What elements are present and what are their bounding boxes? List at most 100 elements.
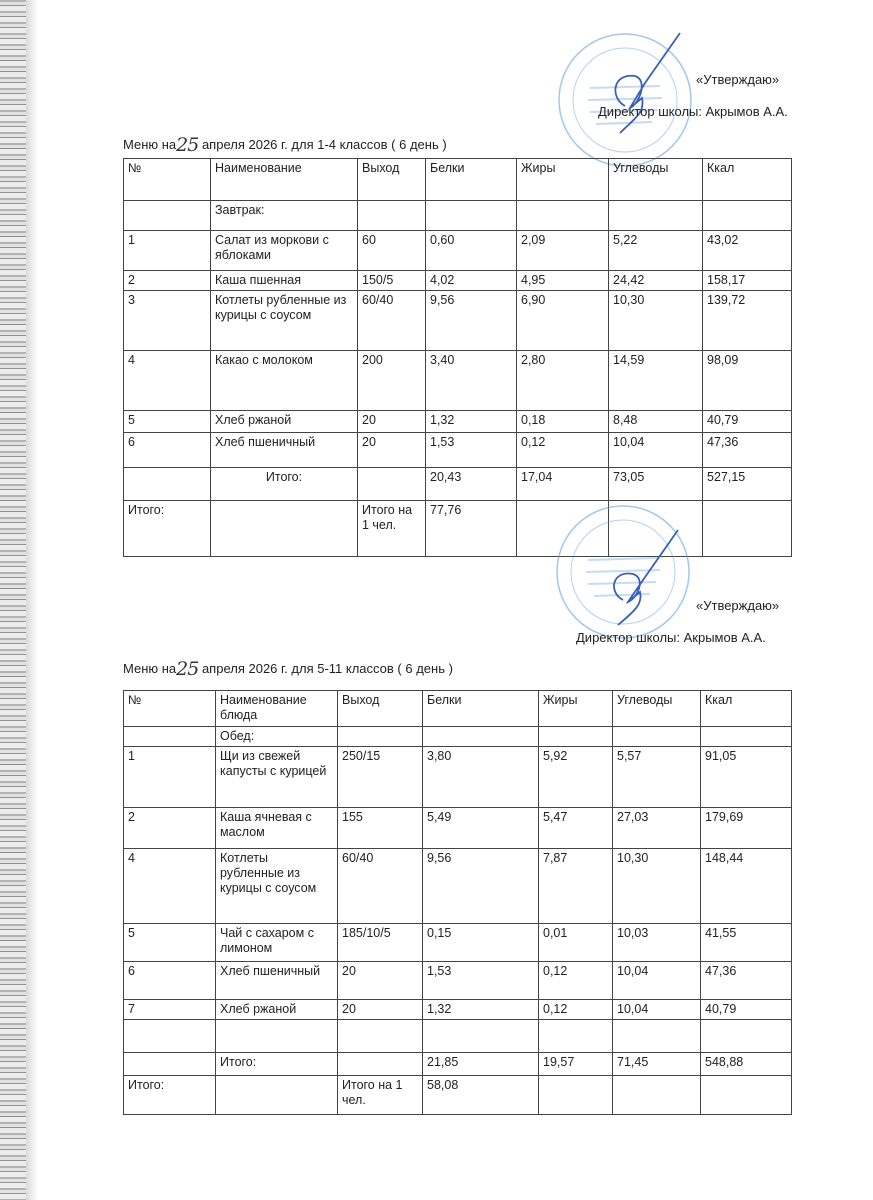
table-cell: 1,32: [422, 999, 539, 1020]
table-cell: [516, 500, 609, 557]
table-cell: 5,92: [538, 746, 613, 808]
column-header: Жиры: [538, 690, 613, 727]
table-row: 1 Щи из свежей капусты с курицей 250/15 3,8…: [123, 746, 792, 808]
table-row: 6 Хлеб пшеничный 20 1,53 0,12 10,04 47,36: [123, 432, 792, 468]
table-cell: Итого:: [210, 467, 358, 501]
table-cell: [357, 467, 426, 501]
table-cell: 47,36: [702, 432, 792, 468]
handwritten-day: 25: [176, 134, 199, 156]
menu-title: Меню на25 апреля 2026 г. для 1-4 классов…: [123, 132, 447, 156]
table-cell: Итого на 1 чел.: [357, 500, 426, 557]
table-cell: 0,60: [425, 230, 517, 271]
table-cell: [123, 1052, 216, 1076]
table-row: 2 Каша пшенная 150/5 4,02 4,95 24,42 158,17: [123, 270, 792, 291]
menu-title: Меню на25 апреля 2026 г. для 5-11 классо…: [123, 656, 453, 680]
table-cell: [612, 1075, 701, 1115]
table-cell: Завтрак:: [210, 200, 358, 231]
table-cell: Каша пшенная: [210, 270, 358, 291]
table-header-row: № Наименование блюда Выход Белки Жиры Углевод…: [123, 690, 792, 727]
column-header: Наименование блюда: [215, 690, 338, 727]
column-header: Ккал: [700, 690, 792, 727]
table-cell: 1,32: [425, 410, 517, 433]
table-row: Завтрак:: [123, 200, 792, 231]
table-cell: Чай с сахаром с лимоном: [215, 923, 338, 962]
table-cell: 20: [357, 410, 426, 433]
table-cell: [700, 1075, 792, 1115]
column-header: Углеводы: [612, 690, 701, 727]
table-cell: 41,55: [700, 923, 792, 962]
title-suffix: апреля 2026 г. для 5-11 классов ( 6 день…: [198, 661, 453, 676]
table-cell: 27,03: [612, 807, 701, 849]
table-cell: 155: [337, 807, 423, 849]
table-cell: 60/40: [337, 848, 423, 924]
director-line: Директор школы: Акрымов А.А.: [598, 104, 788, 119]
approval-label: «Утверждаю»: [696, 72, 780, 87]
table-cell: Итого на 1 чел.: [337, 1075, 423, 1115]
table-cell: 3,80: [422, 746, 539, 808]
table-cell: 5: [123, 923, 216, 962]
table-cell: 10,30: [608, 290, 703, 351]
table-cell: [516, 200, 609, 231]
table-cell: Щи из свежей капусты с курицей: [215, 746, 338, 808]
table-cell: 47,36: [700, 961, 792, 1000]
table-cell: 185/10/5: [337, 923, 423, 962]
table-cell: [337, 1019, 423, 1053]
table-row: 1 Салат из моркови с яблоками 60 0,60 2,09 5,…: [123, 230, 792, 271]
table-cell: [608, 200, 703, 231]
table-cell: [422, 1019, 539, 1053]
table-cell: 2: [123, 270, 211, 291]
table-cell: 10,04: [612, 961, 701, 1000]
column-header: №: [123, 158, 211, 201]
table-cell: 148,44: [700, 848, 792, 924]
table-cell: 4,95: [516, 270, 609, 291]
table-cell: Хлеб пшеничный: [210, 432, 358, 468]
table-cell: 10,04: [612, 999, 701, 1020]
table-cell: 6: [123, 432, 211, 468]
table-row: 3 Котлеты рубленные из курицы с соусом 60/…: [123, 290, 792, 351]
table-cell: 71,45: [612, 1052, 701, 1076]
scan-edge-noise: [0, 0, 26, 1200]
table-row: 5 Хлеб ржаной 20 1,32 0,18 8,48 40,79: [123, 410, 792, 433]
table-cell: Обед:: [215, 726, 338, 747]
table-cell: Котлеты рубленные из курицы с соусом: [215, 848, 338, 924]
table-cell: [357, 200, 426, 231]
table-cell: 548,88: [700, 1052, 792, 1076]
table-header-row: № Наименование Выход Белки Жиры Углеводы Ккал: [123, 158, 792, 201]
table-cell: 6,90: [516, 290, 609, 351]
table-row: 2 Каша ячневая с маслом 155 5,49 5,47 27,03 17…: [123, 807, 792, 849]
table-cell: [538, 1075, 613, 1115]
table-row: Итого: 21,85 19,57 71,45 548,88: [123, 1052, 792, 1076]
table-cell: 1: [123, 746, 216, 808]
table-cell: [700, 726, 792, 747]
table-cell: 8,48: [608, 410, 703, 433]
table-cell: 10,30: [612, 848, 701, 924]
table-cell: [123, 1019, 216, 1053]
scan-edge-shadow: [26, 0, 38, 1200]
table-cell: 60: [357, 230, 426, 271]
table-cell: Каша ячневая с маслом: [215, 807, 338, 849]
table-cell: 98,09: [702, 350, 792, 411]
column-header: Белки: [422, 690, 539, 727]
table-cell: 19,57: [538, 1052, 613, 1076]
handwritten-day: 25: [176, 658, 199, 680]
table-cell: [422, 726, 539, 747]
table-cell: 4,02: [425, 270, 517, 291]
table-cell: 5,49: [422, 807, 539, 849]
table-row: 4 Котлеты рубленные из курицы с соусом 60/…: [123, 848, 792, 924]
table-cell: Хлеб ржаной: [215, 999, 338, 1020]
table-cell: [215, 1075, 338, 1115]
table-cell: 91,05: [700, 746, 792, 808]
table-cell: [612, 1019, 701, 1053]
table-cell: Итого:: [123, 1075, 216, 1115]
table-row: Итого: 20,43 17,04 73,05 527,15: [123, 467, 792, 501]
table-cell: 14,59: [608, 350, 703, 411]
table-cell: 17,04: [516, 467, 609, 501]
table-cell: 40,79: [700, 999, 792, 1020]
stamp-icon: [558, 32, 692, 167]
table-cell: [337, 1052, 423, 1076]
column-header: Выход: [337, 690, 423, 727]
table-cell: 20: [337, 961, 423, 1000]
table-cell: [538, 726, 613, 747]
table-cell: 73,05: [608, 467, 703, 501]
column-header: Углеводы: [608, 158, 703, 201]
